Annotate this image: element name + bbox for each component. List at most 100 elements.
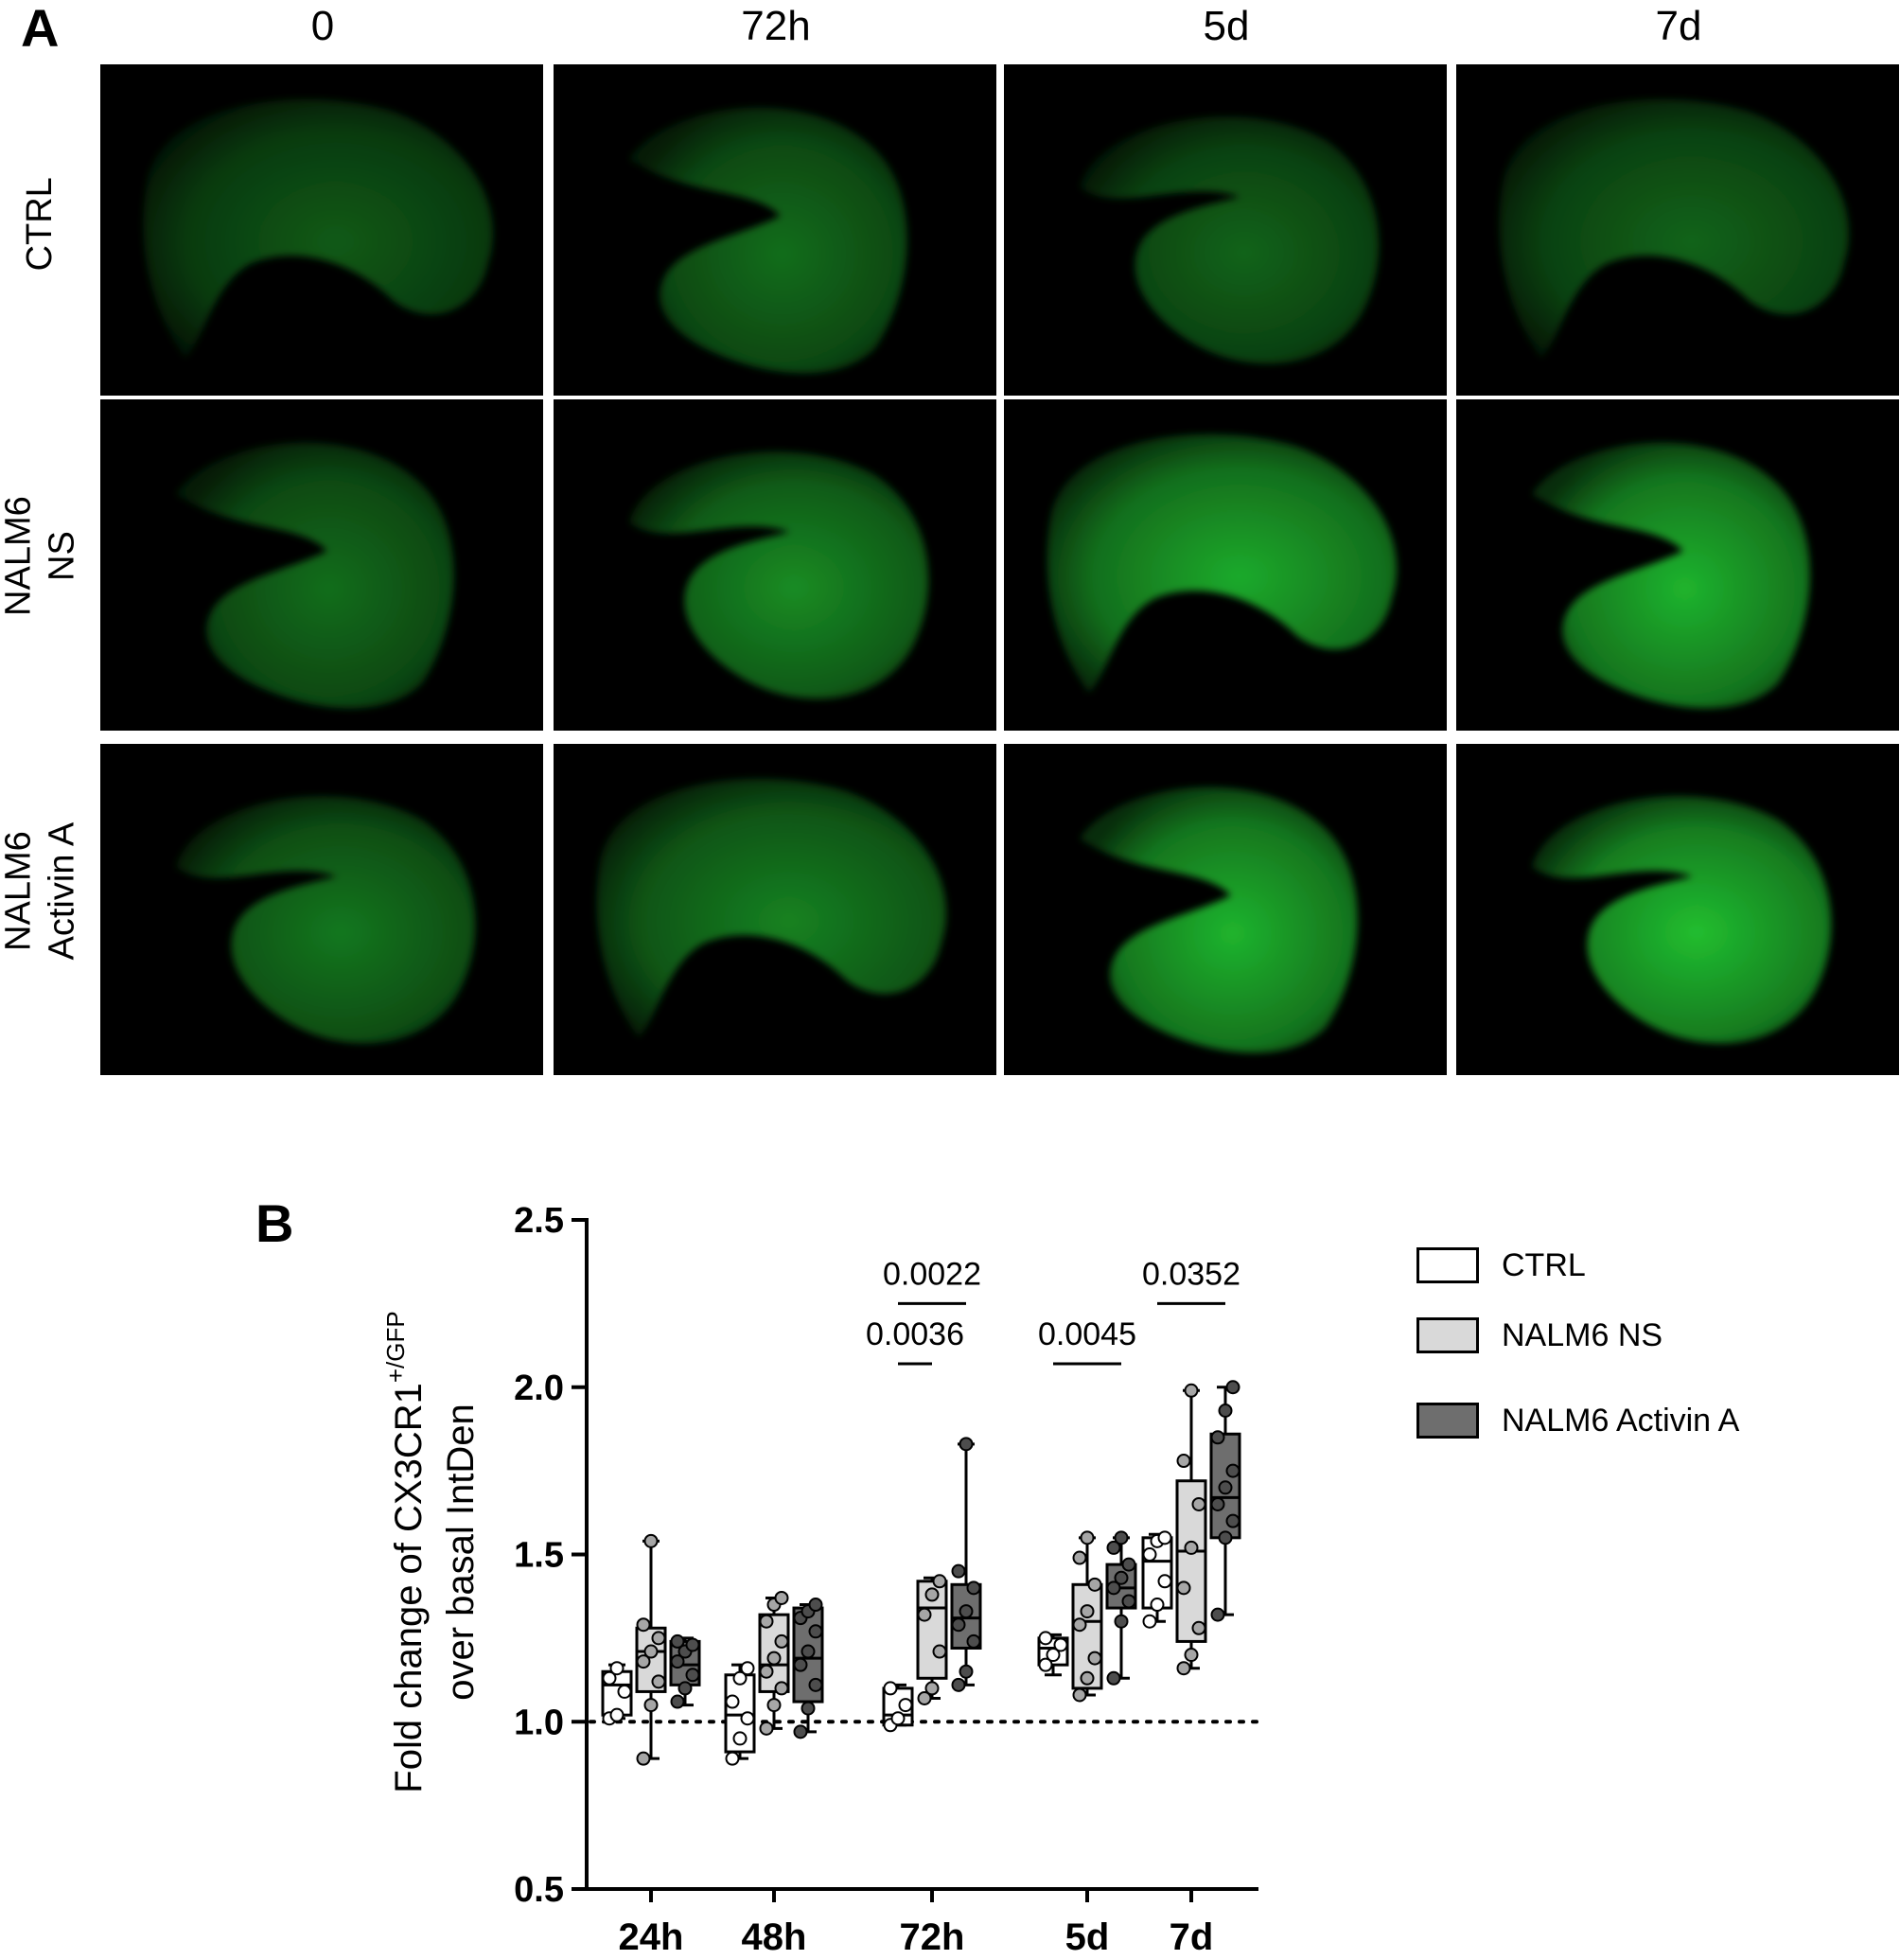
box-body — [1071, 1582, 1103, 1690]
data-point — [636, 1751, 651, 1766]
x-tick-label-72h: 72h — [900, 1916, 965, 1958]
data-point — [890, 1711, 906, 1726]
row-label-ctrl-line1: CTRL — [20, 177, 61, 272]
data-point — [1142, 1614, 1157, 1629]
micrograph-1-2 — [1004, 399, 1447, 731]
data-point — [774, 1633, 789, 1649]
data-point — [924, 1587, 940, 1602]
annotation-label-3: 0.0352 — [1142, 1256, 1240, 1292]
legend-label-ctrl: CTRL — [1502, 1247, 1586, 1283]
micrograph-2-3 — [1456, 744, 1899, 1075]
data-point — [725, 1751, 740, 1766]
row-label-nalm6-ns-line1: NALM6 — [0, 496, 39, 616]
data-point — [1210, 1496, 1225, 1511]
data-point — [1072, 1550, 1087, 1565]
column-label-7d: 7d — [1655, 3, 1702, 49]
data-point — [1184, 1648, 1199, 1663]
box-2-0 — [669, 1633, 701, 1709]
data-point — [670, 1694, 685, 1709]
data-point — [1121, 1557, 1136, 1572]
data-point — [636, 1617, 651, 1633]
data-point — [917, 1691, 932, 1706]
data-point — [959, 1437, 974, 1452]
data-point — [1072, 1617, 1087, 1633]
data-point — [609, 1661, 625, 1676]
data-point — [1191, 1620, 1206, 1635]
data-point — [951, 1563, 966, 1579]
y-tick-label-4: 2.5 — [514, 1201, 564, 1241]
box-1-2 — [916, 1574, 948, 1706]
data-point — [1157, 1530, 1172, 1545]
data-point — [643, 1533, 659, 1548]
x-tick-label-7d: 7d — [1170, 1916, 1214, 1958]
box-0-2 — [882, 1681, 914, 1733]
data-point — [1053, 1637, 1068, 1652]
data-point — [759, 1664, 774, 1679]
data-point — [793, 1657, 808, 1672]
annotation-label-2: 0.0045 — [1038, 1316, 1136, 1352]
annotation-label-0: 0.0022 — [883, 1256, 981, 1292]
data-point — [1225, 1513, 1240, 1528]
box-1-3 — [1071, 1530, 1103, 1703]
data-point — [643, 1644, 659, 1659]
data-point — [670, 1654, 685, 1669]
box-2-3 — [1105, 1530, 1137, 1686]
data-point — [1114, 1614, 1129, 1629]
data-point — [808, 1598, 823, 1613]
data-point — [808, 1677, 823, 1692]
data-point — [643, 1698, 659, 1713]
data-point — [774, 1681, 789, 1696]
y-tick-label-2: 1.5 — [514, 1536, 564, 1576]
column-label-0: 0 — [310, 3, 335, 49]
data-point — [1080, 1604, 1095, 1619]
data-point — [1191, 1496, 1206, 1511]
data-point — [1210, 1430, 1225, 1445]
box-0-3 — [1037, 1631, 1069, 1677]
micrograph-2-0 — [100, 744, 543, 1075]
row-label-nalm6-ns-line2: NS — [42, 531, 81, 581]
box-0-0 — [601, 1661, 633, 1726]
data-point — [1142, 1547, 1157, 1562]
row-label-nalm6-activin: NALM6 Activin A — [0, 721, 84, 1062]
micrograph-0-3 — [1456, 64, 1899, 396]
data-point — [959, 1604, 974, 1619]
y-tick-label-3: 2.0 — [514, 1368, 564, 1408]
micrograph-0-0 — [100, 64, 543, 396]
data-point — [808, 1624, 823, 1639]
x-tick-label-24h: 24h — [619, 1916, 684, 1958]
row-label-ctrl: CTRL — [19, 54, 62, 395]
box-0-4 — [1141, 1530, 1173, 1629]
micrograph-2-2 — [1004, 744, 1447, 1075]
data-point — [966, 1580, 981, 1596]
column-label-5d: 5d — [1203, 3, 1250, 49]
data-point — [732, 1731, 748, 1746]
data-point — [1106, 1670, 1121, 1686]
data-point — [932, 1644, 947, 1659]
data-point — [725, 1694, 740, 1709]
data-point — [766, 1698, 782, 1713]
data-point — [1184, 1383, 1199, 1398]
y-axis-label-superscript: +/GFP — [381, 1311, 410, 1383]
micrograph-0-2 — [1004, 64, 1447, 396]
x-tick-label-5d: 5d — [1065, 1916, 1110, 1958]
micrograph-1-1 — [554, 399, 996, 731]
y-axis-label-line2: over basal IntDen — [440, 1404, 482, 1701]
data-point — [959, 1664, 974, 1679]
data-point — [1157, 1574, 1172, 1589]
data-point — [800, 1644, 816, 1659]
y-tick-label-1: 1.0 — [514, 1703, 564, 1742]
box-2-1 — [792, 1598, 824, 1739]
data-point — [1114, 1570, 1129, 1585]
y-tick-label-0: 0.5 — [514, 1870, 564, 1910]
data-point — [1218, 1530, 1233, 1545]
data-point — [1087, 1651, 1102, 1666]
panel-a-letter: A — [21, 0, 60, 58]
data-point — [1176, 1454, 1191, 1469]
data-point — [636, 1654, 651, 1669]
micrograph-1-3 — [1456, 399, 1899, 731]
data-point — [651, 1674, 666, 1689]
data-point — [1106, 1580, 1121, 1596]
data-point — [1038, 1631, 1053, 1646]
data-point — [883, 1681, 898, 1696]
